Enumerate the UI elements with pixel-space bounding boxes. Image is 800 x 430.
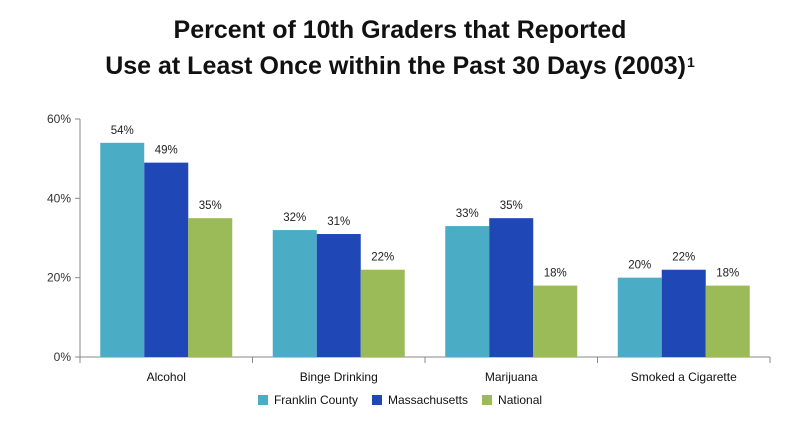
legend-label: National: [498, 393, 543, 407]
bar-national: [188, 218, 233, 357]
y-tick-label: 0%: [54, 350, 72, 364]
title-footnote-marker: 1: [687, 54, 695, 70]
bar-massachusetts: [144, 162, 189, 357]
bar-franklin-county: [100, 142, 145, 357]
legend-label: Franklin County: [273, 393, 358, 407]
legend-item: Massachusetts: [371, 393, 469, 407]
legend-item: National: [482, 393, 542, 407]
bar-national: [533, 285, 578, 357]
data-label: 49%: [155, 145, 178, 157]
chart-title: Percent of 10th Graders that Reported Us…: [0, 12, 800, 84]
data-label: 35%: [199, 200, 222, 212]
data-label: 54%: [111, 125, 134, 137]
x-category-label: Marijuana: [485, 370, 538, 384]
bar-massachusetts: [316, 234, 361, 357]
legend-item: Franklin County: [257, 393, 358, 407]
bar-national: [705, 285, 750, 357]
x-category-label: Smoked a Cigarette: [631, 370, 737, 384]
chart-legend: Franklin County Massachusetts National: [0, 393, 800, 407]
bar-franklin-county: [617, 277, 662, 357]
legend-label: Massachusetts: [387, 393, 469, 407]
data-label: 35%: [500, 200, 523, 212]
legend-swatch: [371, 395, 382, 405]
data-label: 22%: [672, 252, 695, 264]
data-label: 18%: [544, 268, 567, 280]
data-label: 32%: [283, 212, 306, 224]
data-label: 18%: [716, 268, 739, 280]
data-label: 33%: [456, 208, 479, 220]
bar-massachusetts: [661, 269, 706, 357]
y-tick-label: 60%: [47, 112, 71, 126]
bar-franklin-county: [445, 226, 490, 357]
bar-franklin-county: [272, 230, 317, 357]
data-label: 20%: [628, 260, 651, 272]
chart-title-line-2: Use at Least Once within the Past 30 Day…: [0, 48, 800, 84]
bar-national: [360, 269, 405, 357]
y-tick-label: 40%: [47, 191, 71, 205]
data-label: 22%: [371, 252, 394, 264]
x-category-label: Alcohol: [147, 370, 186, 384]
data-label: 31%: [327, 216, 350, 228]
bar-massachusetts: [489, 218, 534, 357]
chart-title-line-1: Percent of 10th Graders that Reported: [173, 16, 627, 44]
y-tick-label: 20%: [47, 271, 71, 285]
x-category-label: Binge Drinking: [300, 370, 378, 384]
legend-swatch: [257, 395, 268, 405]
chart-title-line-2-text: Use at Least Once within the Past 30 Day…: [105, 52, 686, 80]
legend-swatch: [482, 395, 493, 405]
